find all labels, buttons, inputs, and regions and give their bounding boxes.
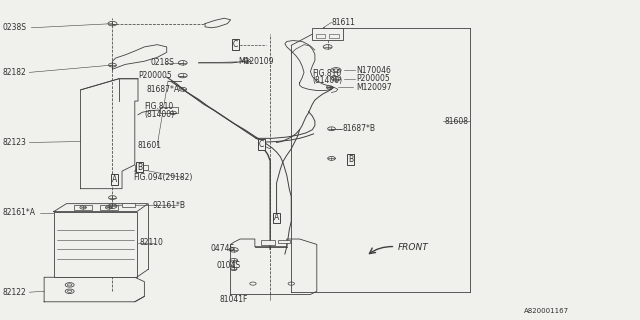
Text: 0474S: 0474S	[210, 244, 234, 253]
Text: FRONT: FRONT	[398, 243, 429, 252]
Text: (81400): (81400)	[145, 110, 175, 119]
Text: C: C	[233, 40, 238, 49]
Bar	[100, 205, 118, 210]
Text: 81687*B: 81687*B	[342, 124, 375, 133]
Text: B: B	[138, 163, 143, 172]
Text: 82123: 82123	[3, 138, 26, 147]
Text: B: B	[348, 155, 353, 164]
Text: A820001167: A820001167	[524, 308, 570, 314]
Text: 0104S: 0104S	[216, 261, 241, 270]
Text: FIG.810: FIG.810	[312, 69, 342, 78]
Text: 81608: 81608	[445, 116, 468, 126]
Bar	[316, 34, 325, 38]
Text: 82161*A: 82161*A	[3, 208, 36, 217]
Text: 81601: 81601	[138, 141, 162, 150]
Text: 0238S: 0238S	[3, 23, 27, 32]
Bar	[278, 240, 290, 244]
Text: 82110: 82110	[140, 238, 164, 247]
Bar	[329, 34, 339, 38]
Text: 82122: 82122	[3, 288, 26, 297]
Bar	[161, 107, 178, 113]
Bar	[122, 203, 135, 207]
Text: (81400): (81400)	[312, 76, 342, 85]
Text: M120109: M120109	[238, 57, 274, 66]
Bar	[54, 212, 137, 277]
Bar	[261, 240, 275, 245]
Text: N170046: N170046	[356, 66, 391, 75]
Text: 81611: 81611	[332, 18, 355, 27]
Text: 81041F: 81041F	[220, 295, 248, 304]
Text: FIG.094(29182): FIG.094(29182)	[134, 173, 193, 182]
Text: P200005: P200005	[138, 71, 172, 80]
Bar	[135, 165, 148, 170]
Bar	[74, 205, 92, 210]
Text: C: C	[259, 140, 264, 149]
Text: 92161*B: 92161*B	[153, 201, 186, 210]
Text: 81687*A: 81687*A	[147, 85, 179, 94]
Text: M120097: M120097	[356, 83, 392, 92]
Bar	[312, 28, 343, 40]
Text: A: A	[274, 213, 279, 222]
Text: P200005: P200005	[356, 74, 390, 83]
Text: 82182: 82182	[3, 68, 26, 77]
Text: FIG.810: FIG.810	[145, 102, 173, 111]
Text: 0218S: 0218S	[151, 58, 175, 67]
Text: A: A	[112, 175, 117, 184]
